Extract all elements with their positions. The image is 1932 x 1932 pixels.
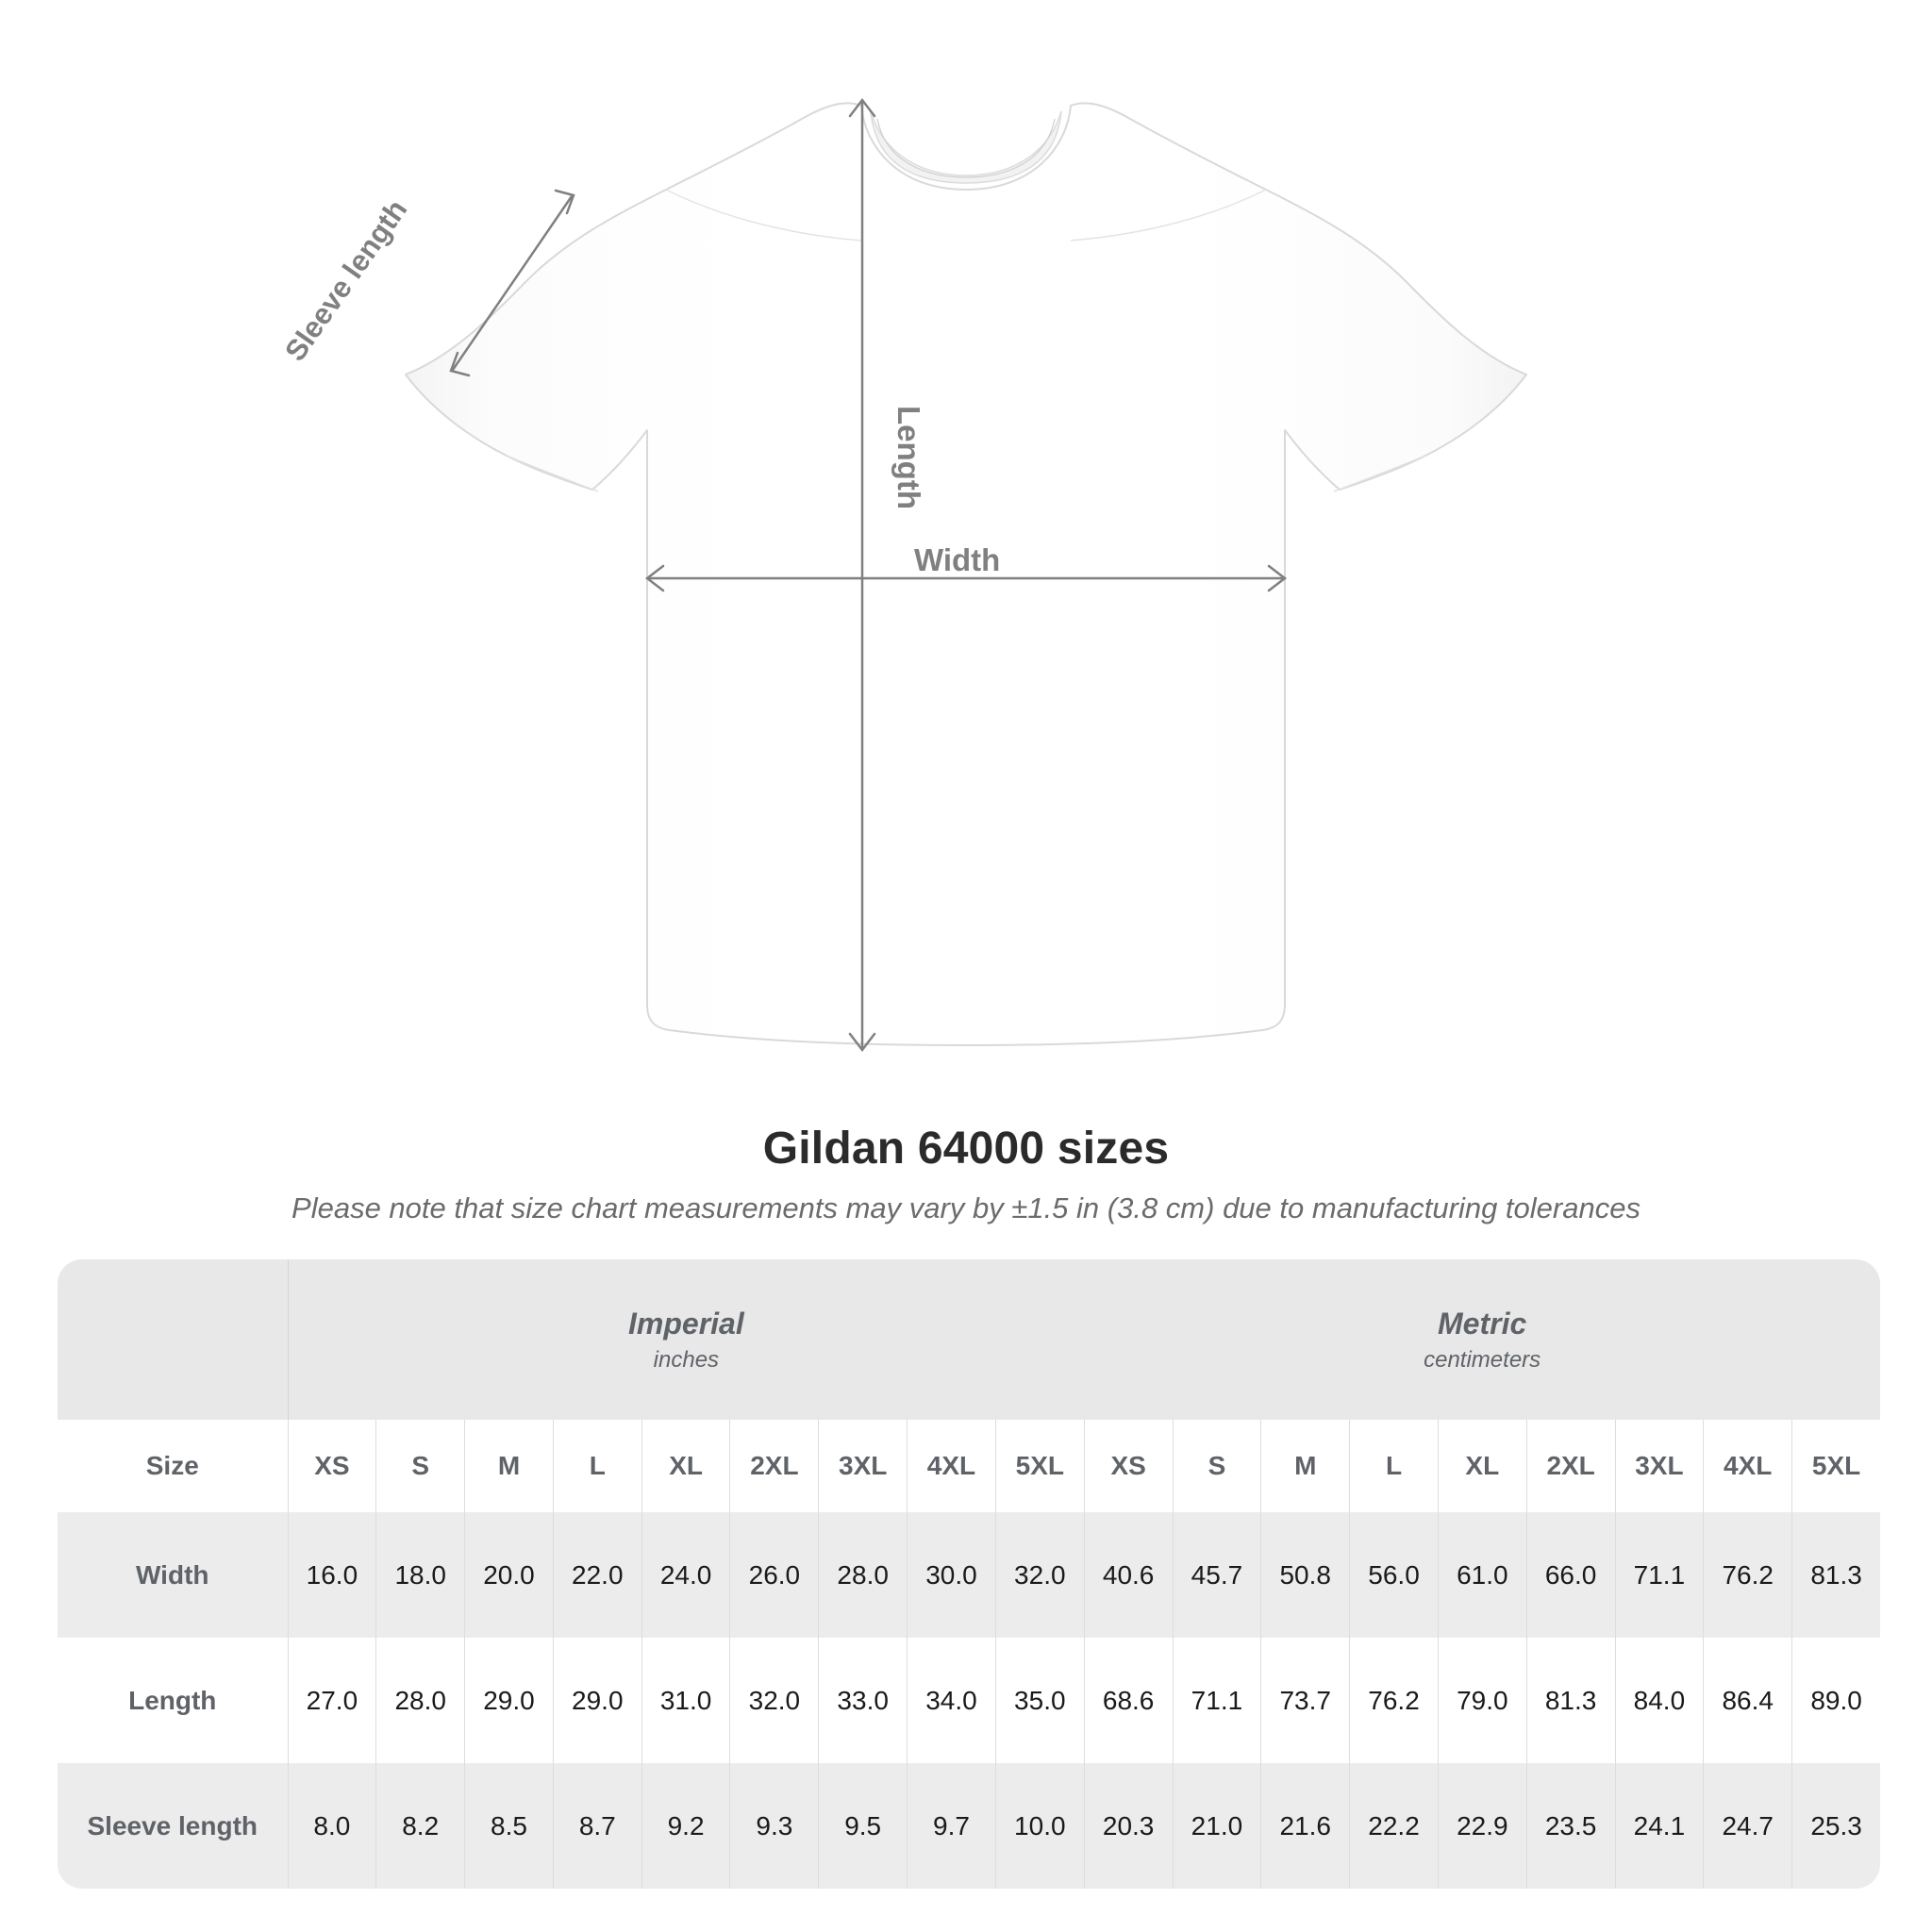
svg-text:Length: Length [891,406,926,509]
svg-text:Width: Width [914,542,1000,577]
svg-text:Sleeve length: Sleeve length [278,193,413,367]
